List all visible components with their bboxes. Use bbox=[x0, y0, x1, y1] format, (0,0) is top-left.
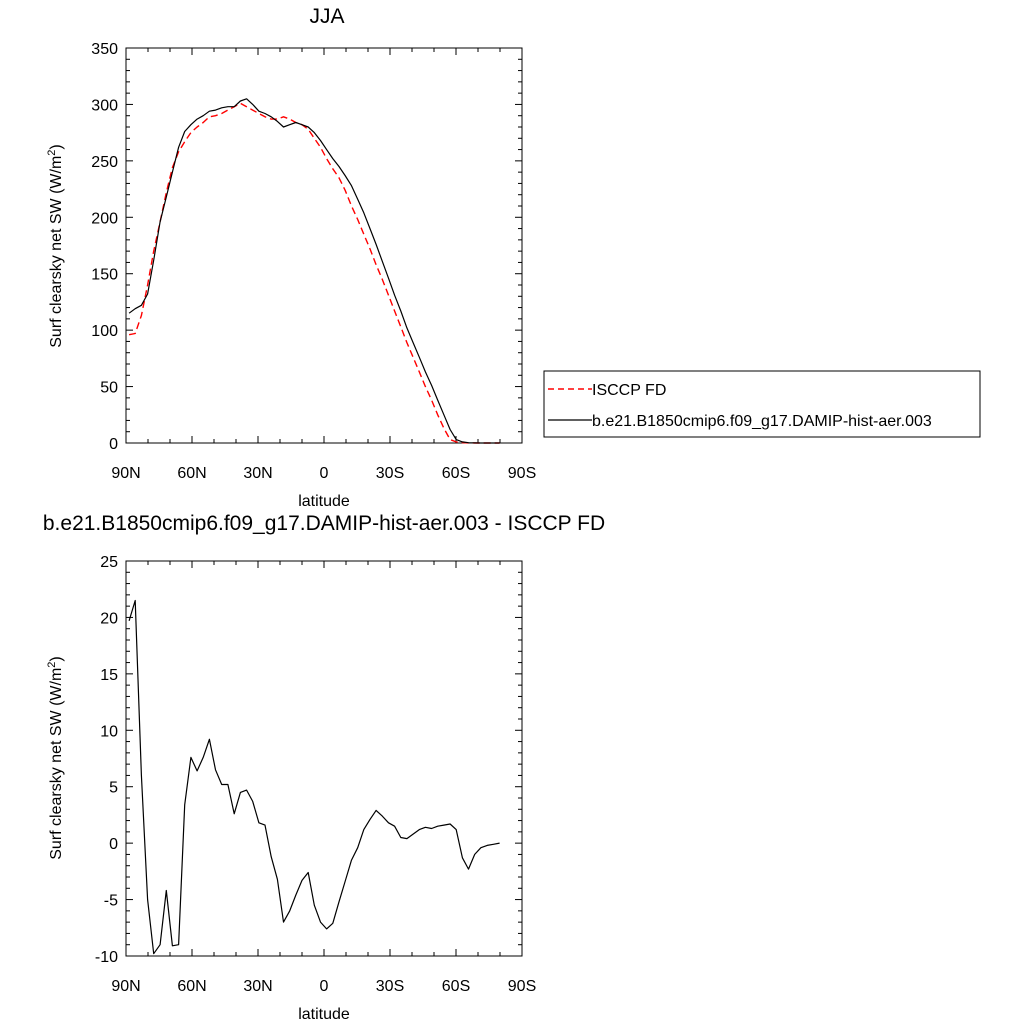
top-panel-y-axis-label-text: Surf clearsky net SW (W/m bbox=[48, 156, 65, 348]
x-tick-label: 90N bbox=[111, 978, 140, 995]
top-panel-ticks bbox=[125, 47, 523, 444]
y-tick-label: 250 bbox=[91, 154, 118, 171]
bottom-panel: b.e21.B1850cmip6.f09_g17.DAMIP-hist-aer.… bbox=[43, 512, 605, 1023]
top-panel-y-axis-label-sup: 2 bbox=[46, 150, 58, 156]
top-panel-title: JJA bbox=[309, 5, 344, 28]
y-tick-label: 10 bbox=[100, 723, 118, 740]
y-tick-label: 50 bbox=[100, 380, 118, 397]
bottom-panel-title: b.e21.B1850cmip6.f09_g17.DAMIP-hist-aer.… bbox=[43, 512, 605, 535]
bottom-panel-x-axis-label: latitude bbox=[298, 1006, 350, 1023]
series-line-isccp-fd bbox=[128, 102, 500, 444]
top-panel-y-axis-label-close: ) bbox=[48, 144, 65, 149]
x-tick-label: 60N bbox=[177, 978, 206, 995]
x-tick-label: 30S bbox=[376, 465, 404, 482]
x-tick-label: 30N bbox=[243, 465, 272, 482]
top-panel-series bbox=[128, 98, 500, 444]
x-tick-label: 0 bbox=[320, 465, 329, 482]
x-tick-label: 90S bbox=[508, 465, 536, 482]
top-panel-x-axis-label: latitude bbox=[298, 493, 350, 510]
y-tick-label: 15 bbox=[100, 667, 118, 684]
legend-entry-model: b.e21.B1850cmip6.f09_g17.DAMIP-hist-aer.… bbox=[592, 413, 932, 430]
x-tick-label: 60N bbox=[177, 465, 206, 482]
y-tick-label: 0 bbox=[109, 436, 118, 453]
x-tick-label: 0 bbox=[320, 978, 329, 995]
y-tick-label: 20 bbox=[100, 610, 118, 627]
top-panel-y-axis-label: Surf clearsky net SW (W/m2) bbox=[46, 144, 65, 347]
x-tick-label: 90S bbox=[508, 978, 536, 995]
top-panel: JJA 0 50 100 150 200 250 300 350 90N 60N 30N 0 30S 6… bbox=[46, 5, 981, 510]
top-panel-x-tick-labels: 90N 60N 30N 0 30S 60S 90S bbox=[111, 465, 536, 482]
top-panel-frame bbox=[125, 47, 523, 444]
x-tick-label: 90N bbox=[111, 465, 140, 482]
y-tick-label: 300 bbox=[91, 97, 118, 114]
top-panel-y-tick-labels: 0 50 100 150 200 250 300 350 bbox=[91, 41, 118, 453]
y-tick-label: 0 bbox=[109, 836, 118, 853]
x-tick-label: 60S bbox=[442, 978, 470, 995]
bottom-panel-y-axis-label-sup: 2 bbox=[46, 662, 58, 668]
x-tick-label: 30N bbox=[243, 978, 272, 995]
series-line-model bbox=[128, 98, 500, 444]
y-tick-label: -5 bbox=[104, 893, 118, 910]
bottom-panel-y-axis-label: Surf clearsky net SW (W/m2) bbox=[46, 656, 65, 859]
y-tick-label: 5 bbox=[109, 780, 118, 797]
bottom-panel-ticks bbox=[125, 560, 523, 957]
legend-box bbox=[543, 370, 981, 438]
x-tick-label: 60S bbox=[442, 465, 470, 482]
y-tick-label: 100 bbox=[91, 323, 118, 340]
legend-entry-isccp: ISCCP FD bbox=[592, 382, 666, 399]
y-tick-label: 25 bbox=[100, 554, 118, 571]
bottom-panel-frame bbox=[125, 560, 523, 957]
bottom-panel-y-axis-label-close: ) bbox=[48, 656, 65, 661]
y-tick-label: 200 bbox=[91, 210, 118, 227]
bottom-panel-y-tick-labels: -10 -5 0 5 10 15 20 25 bbox=[95, 554, 118, 966]
y-tick-label: 150 bbox=[91, 267, 118, 284]
y-tick-label: 350 bbox=[91, 41, 118, 58]
bottom-panel-x-tick-labels: 90N 60N 30N 0 30S 60S 90S bbox=[111, 978, 536, 995]
legend: ISCCP FD b.e21.B1850cmip6.f09_g17.DAMIP-… bbox=[543, 370, 981, 438]
bottom-panel-y-axis-label-text: Surf clearsky net SW (W/m bbox=[48, 668, 65, 860]
bottom-panel-series bbox=[128, 599, 500, 955]
x-tick-label: 30S bbox=[376, 978, 404, 995]
series-line-difference bbox=[128, 599, 500, 955]
y-tick-label: -10 bbox=[95, 949, 118, 966]
